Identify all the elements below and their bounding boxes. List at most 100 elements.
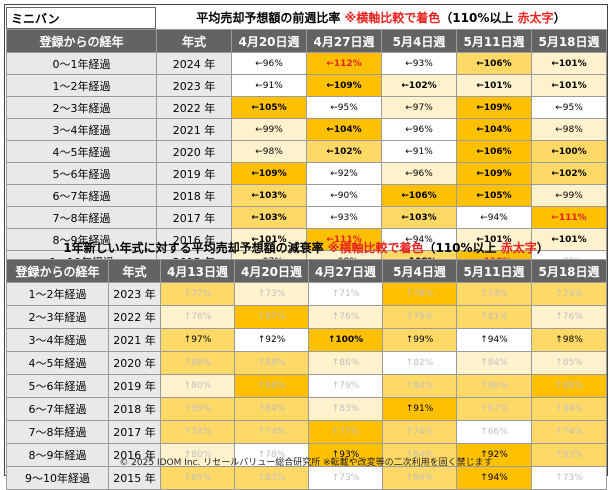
value-cell: ↑88% — [160, 351, 235, 375]
table-row: 6～7年経過 2018 年 ←103% ←90% ←106% ←105% ←99% — [6, 184, 607, 207]
value-cell: ↑71% — [308, 282, 383, 306]
row-year: 2023 年 — [108, 282, 161, 306]
table-row: 5～6年経過 2019 年 ←109% ←92% ←96% ←109% ←102% — [6, 162, 607, 185]
value-cell: ←96% — [381, 162, 457, 185]
value-cell: ←102% — [531, 162, 607, 185]
value-cell: ←105% — [231, 96, 307, 119]
row-year: 2022 年 — [156, 96, 232, 119]
row-label: 3～4年経過 — [6, 328, 109, 352]
value-cell: ↑87% — [234, 305, 309, 329]
table-row: 5～6年経過 2019 年 ↑80% ↑88% ↑79% ↑84% ↑86% ↑88% — [6, 374, 607, 398]
value-cell: ↑87% — [456, 397, 532, 421]
value-cell: ↑83% — [531, 443, 607, 467]
value-cell: ←99% — [231, 118, 307, 141]
value-cell: ↑81% — [456, 305, 532, 329]
value-cell: ↑91% — [382, 397, 457, 421]
table1-title-note: ※横軸比較で着色 — [344, 11, 441, 25]
table-row: 2～3年経過 2022 年 ←105% ←95% ←97% ←109% ←95% — [6, 96, 607, 119]
value-cell: ↑88% — [531, 374, 607, 398]
value-cell: ←104% — [456, 118, 532, 141]
value-cell: ←102% — [381, 74, 457, 97]
value-cell: ↑84% — [234, 397, 309, 421]
row-label: 8～9年経過 — [6, 228, 157, 251]
row-year: 2021 年 — [108, 328, 161, 352]
value-cell: ←101% — [531, 228, 607, 251]
table-row: 8～9年経過 2016 年 ↑80% ↑78% ↑93% ↑84% ↑92% ↑83% — [6, 443, 607, 467]
row-label: 2～3年経過 — [6, 305, 109, 329]
value-cell: ←109% — [456, 162, 532, 185]
category-tag: ミニバン — [6, 7, 156, 29]
table1-title-paren: （110%以上 — [440, 11, 514, 25]
table-row: 3～4年経過 2021 年 ←99% ←104% ←96% ←104% ←98% — [6, 118, 607, 141]
table2-header-5: 5月4日週 — [382, 259, 457, 283]
table-row: 0～1年経過 2024 年 ←96% ←112% ←93% ←106% ←101% — [6, 52, 607, 75]
value-cell: ↑84% — [456, 351, 532, 375]
table2-title-red: 赤太字 — [500, 241, 537, 255]
value-cell: ↑84% — [382, 374, 457, 398]
row-year: 2019 年 — [108, 374, 161, 398]
row-year: 2018 年 — [108, 397, 161, 421]
table1-header-3: 4月27日週 — [306, 29, 382, 53]
value-cell: ←103% — [231, 184, 307, 207]
table2-title-paren: （110%以上 — [423, 241, 497, 255]
table1-header-1: 年式 — [156, 29, 232, 53]
row-year: 2017 年 — [156, 206, 232, 229]
row-year: 2021 年 — [156, 118, 232, 141]
value-cell: ↑94% — [456, 328, 532, 352]
value-cell: ←100% — [531, 140, 607, 163]
value-cell: ↑78% — [382, 282, 457, 306]
value-cell: ←104% — [306, 118, 382, 141]
value-cell: ←91% — [381, 140, 457, 163]
value-cell: ←92% — [306, 162, 382, 185]
value-cell: ←109% — [456, 96, 532, 119]
value-cell: ←96% — [231, 52, 307, 75]
value-cell: ↑88% — [234, 351, 309, 375]
value-cell: ←102% — [306, 140, 382, 163]
table1-title-close: ） — [553, 11, 566, 25]
table-row: 3～4年経過 2021 年 ↑97% ↑92% ↑100% ↑99% ↑94% ↑98% — [6, 328, 607, 352]
copyright-footer: © 2025 IDOM Inc. リセールバリュー総合研究所 ※転載や改変等の二… — [119, 458, 493, 468]
value-cell: ↑78% — [234, 443, 309, 467]
value-cell: ↑76% — [308, 305, 383, 329]
table-row: 4～5年経過 2020 年 ↑88% ↑88% ↑86% ↑82% ↑84% ↑85% — [6, 351, 607, 375]
value-cell: ↑97% — [160, 328, 235, 352]
value-cell: ↑76% — [160, 305, 235, 329]
table1-header-2: 4月20日週 — [231, 29, 307, 53]
table-row: 6～7年経過 2018 年 ↑89% ↑84% ↑83% ↑91% ↑87% ↑84% — [6, 397, 607, 421]
value-cell: ↑83% — [308, 397, 383, 421]
value-cell: ↑89% — [160, 397, 235, 421]
value-cell: ↑74% — [531, 420, 607, 444]
title-bar: ミニバン 平均売却予想額の前週比率 ※横軸比較で着色（110%以上 赤太字） — [6, 7, 606, 29]
value-cell: ↑77% — [308, 420, 383, 444]
row-label: 6～7年経過 — [6, 184, 157, 207]
row-year: 2018 年 — [156, 184, 232, 207]
row-year: 2017 年 — [108, 420, 161, 444]
value-cell: ←101% — [531, 74, 607, 97]
row-year: 2020 年 — [156, 140, 232, 163]
value-cell: ↑100% — [308, 328, 383, 352]
table2-title-note: ※横軸比較で着色 — [327, 241, 424, 255]
value-cell: ←111% — [531, 206, 607, 229]
value-cell: ←109% — [231, 162, 307, 185]
row-label: 0～1年経過 — [6, 52, 157, 75]
value-cell: ←106% — [381, 184, 457, 207]
table2-header-6: 5月11日週 — [456, 259, 532, 283]
value-cell: ←101% — [231, 228, 307, 251]
table-row: 1～2年経過 2023 年 ↑77% ↑73% ↑71% ↑78% ↑74% ↑74% — [6, 282, 607, 306]
table-row: 2～3年経過 2022 年 ↑76% ↑87% ↑76% ↑79% ↑81% ↑76% — [6, 305, 607, 329]
row-year: 2020 年 — [108, 351, 161, 375]
table-row: 8～9年経過 2016 年 ←101% ←111% ←94% ←101% ←101% — [6, 228, 607, 251]
row-year: 2022 年 — [108, 305, 161, 329]
row-label: 1～2年経過 — [6, 74, 157, 97]
row-year: 2019 年 — [156, 162, 232, 185]
value-cell: ←98% — [231, 140, 307, 163]
value-cell: ←90% — [306, 184, 382, 207]
value-cell: ←109% — [306, 74, 382, 97]
table1-header-5: 5月11日週 — [456, 29, 532, 53]
value-cell: ←106% — [456, 52, 532, 75]
table-row: 4～5年経過 2020 年 ←98% ←102% ←91% ←106% ←100% — [6, 140, 607, 163]
table1-header-6: 5月18日週 — [531, 29, 607, 53]
value-cell: ←112% — [306, 52, 382, 75]
value-cell: ←103% — [231, 206, 307, 229]
table1-title-main: 平均売却予想額の前週比率 — [196, 11, 341, 25]
